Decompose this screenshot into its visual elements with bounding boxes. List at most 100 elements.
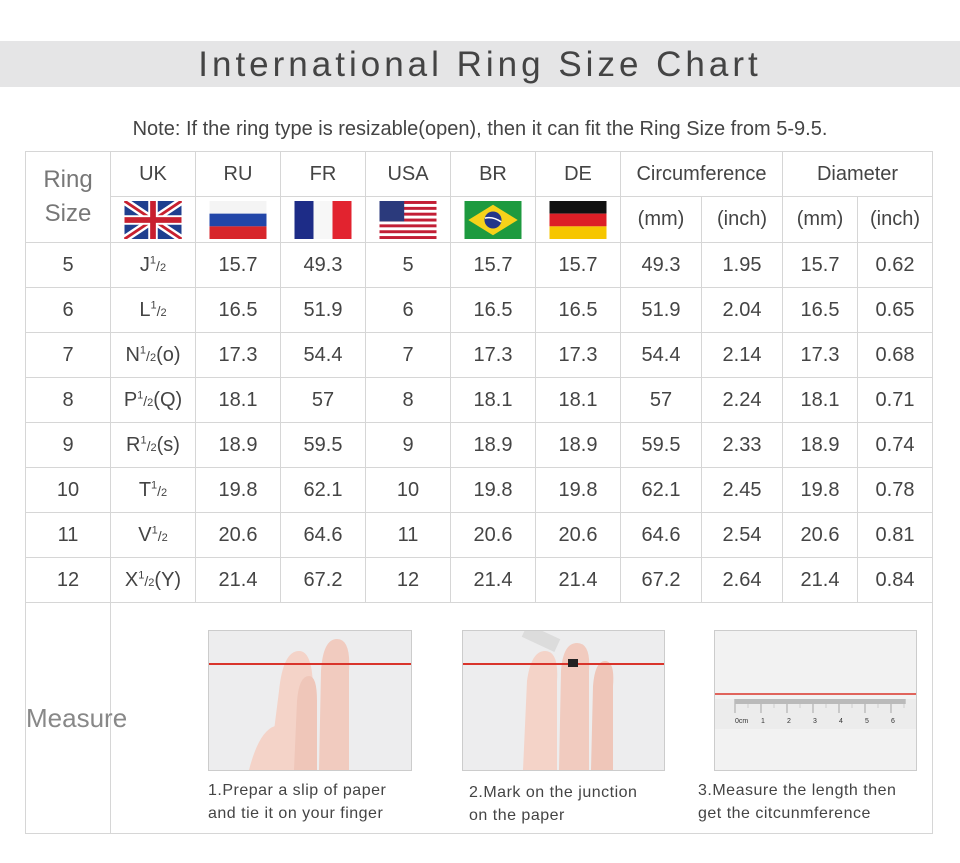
cell-br: 21.4 bbox=[450, 557, 536, 603]
germany-flag-icon bbox=[549, 200, 607, 239]
cell-diam-mm: 17.3 bbox=[782, 332, 859, 378]
table-row: 7 N1/2(o) 17.3 54.4 7 17.3 17.3 54.4 2.14 17.3 0.6… bbox=[25, 332, 934, 378]
cell-circ-inch: 2.14 bbox=[700, 332, 784, 378]
cell-diam-inch: 0.81 bbox=[857, 512, 934, 558]
cell-fr: 62.1 bbox=[280, 467, 366, 513]
circ-mm-header: (mm) bbox=[620, 196, 702, 243]
cell-diam-inch: 0.68 bbox=[857, 332, 934, 378]
cell-de: 21.4 bbox=[535, 557, 621, 603]
cell-diam-inch: 0.71 bbox=[857, 377, 934, 423]
cell-fr: 67.2 bbox=[280, 557, 366, 603]
cell-uk: V1/2 bbox=[110, 512, 196, 558]
cell-de: 17.3 bbox=[535, 332, 621, 378]
usa-header: USA bbox=[365, 151, 451, 197]
cell-de: 19.8 bbox=[535, 467, 621, 513]
step3-caption: 3.Measure the length then get the citcun… bbox=[698, 782, 897, 822]
cell-uk: T1/2 bbox=[110, 467, 196, 513]
cell-fr: 49.3 bbox=[280, 242, 366, 288]
cell-ru: 16.5 bbox=[195, 287, 281, 333]
ruler-label: 4 bbox=[839, 718, 843, 725]
cell-size: 12 bbox=[25, 557, 111, 603]
cell-diam-mm: 19.8 bbox=[782, 467, 859, 513]
step2-caption: 2.Mark on the junction on the paper bbox=[469, 784, 638, 824]
ruler-label: 5 bbox=[865, 718, 869, 725]
cell-usa: 6 bbox=[365, 287, 451, 333]
cell-ru: 18.9 bbox=[195, 422, 281, 468]
cell-uk: P1/2(Q) bbox=[110, 377, 196, 423]
table-row: 5 J1/2 15.7 49.3 5 15.7 15.7 49.3 1.95 15.7 0.62 bbox=[25, 242, 934, 288]
cell-circ-inch: 2.04 bbox=[700, 287, 784, 333]
cell-diam-mm: 15.7 bbox=[782, 242, 859, 288]
uk-flag-icon bbox=[124, 200, 182, 239]
cell-circ-mm: 57 bbox=[620, 377, 702, 423]
table-row: 8 P1/2(Q) 18.1 57 8 18.1 18.1 57 2.24 18.1 0.71 bbox=[25, 377, 934, 423]
cell-br: 15.7 bbox=[450, 242, 536, 288]
cell-uk: X1/2(Y) bbox=[110, 557, 196, 603]
ruler-label: 0cm bbox=[735, 718, 748, 725]
cell-ru: 15.7 bbox=[195, 242, 281, 288]
cell-diam-mm: 18.1 bbox=[782, 377, 859, 423]
cell-size: 9 bbox=[25, 422, 111, 468]
table-row: 12 X1/2(Y) 21.4 67.2 12 21.4 21.4 67.2 2.64 21.4 0… bbox=[25, 557, 934, 603]
table-row: 9 R1/2(s) 18.9 59.5 9 18.9 18.9 59.5 2.33 18.9 0.7… bbox=[25, 422, 934, 468]
hand-tie-string-illustration bbox=[209, 631, 411, 770]
table-body: 5 J1/2 15.7 49.3 5 15.7 15.7 49.3 1.95 15.7 0.62 6 L… bbox=[25, 242, 934, 603]
circ-inch-header: (inch) bbox=[700, 196, 784, 243]
brazil-flag-cell bbox=[450, 196, 536, 243]
cell-size: 5 bbox=[25, 242, 111, 288]
germany-flag-cell bbox=[535, 196, 621, 243]
cell-circ-mm: 64.6 bbox=[620, 512, 702, 558]
cell-de: 15.7 bbox=[535, 242, 621, 288]
cell-usa: 7 bbox=[365, 332, 451, 378]
circumference-header: Circumference bbox=[619, 151, 784, 197]
cell-size: 10 bbox=[25, 467, 111, 513]
cell-de: 18.9 bbox=[535, 422, 621, 468]
cell-usa: 11 bbox=[365, 512, 451, 558]
cell-circ-inch: 2.64 bbox=[700, 557, 784, 603]
ruler-measure-illustration: 0cm 1 2 3 4 5 6 bbox=[715, 631, 916, 770]
cell-circ-mm: 54.4 bbox=[620, 332, 702, 378]
cell-size: 11 bbox=[25, 512, 111, 558]
cell-size: 6 bbox=[25, 287, 111, 333]
cell-fr: 59.5 bbox=[280, 422, 366, 468]
cell-ru: 20.6 bbox=[195, 512, 281, 558]
cell-br: 18.9 bbox=[450, 422, 536, 468]
uk-flag-cell bbox=[110, 196, 196, 243]
cell-diam-inch: 0.84 bbox=[857, 557, 934, 603]
cell-circ-mm: 49.3 bbox=[620, 242, 702, 288]
cell-diam-mm: 21.4 bbox=[782, 557, 859, 603]
cell-uk: R1/2(s) bbox=[110, 422, 196, 468]
france-flag-cell bbox=[280, 196, 366, 243]
cell-ru: 19.8 bbox=[195, 467, 281, 513]
russia-flag-icon bbox=[209, 200, 267, 239]
cell-fr: 64.6 bbox=[280, 512, 366, 558]
russia-flag-cell bbox=[195, 196, 281, 243]
table-row: 10 T1/2 19.8 62.1 10 19.8 19.8 62.1 2.45 19.8 0.78 bbox=[25, 467, 934, 513]
cell-circ-mm: 59.5 bbox=[620, 422, 702, 468]
ruler-ticks: 0cm 1 2 3 4 5 6 bbox=[734, 699, 906, 725]
cell-ru: 21.4 bbox=[195, 557, 281, 603]
diam-inch-header: (inch) bbox=[857, 196, 934, 243]
de-header: DE bbox=[535, 151, 621, 197]
cell-uk: N1/2(o) bbox=[110, 332, 196, 378]
ring-size-header: Ring Size bbox=[25, 151, 111, 243]
fr-header: FR bbox=[280, 151, 366, 197]
ruler-label: 1 bbox=[761, 718, 765, 725]
table-row: 6 L1/2 16.5 51.9 6 16.5 16.5 51.9 2.04 16.5 0.65 bbox=[25, 287, 934, 333]
diam-mm-header: (mm) bbox=[782, 196, 859, 243]
cell-de: 16.5 bbox=[535, 287, 621, 333]
page-title: International Ring Size Chart bbox=[198, 45, 762, 84]
cell-circ-inch: 2.24 bbox=[700, 377, 784, 423]
cell-circ-inch: 2.54 bbox=[700, 512, 784, 558]
step3-photo: 0cm 1 2 3 4 5 6 bbox=[714, 630, 917, 771]
br-header: BR bbox=[450, 151, 536, 197]
cell-de: 20.6 bbox=[535, 512, 621, 558]
title-band bbox=[0, 41, 960, 87]
uk-header: UK bbox=[110, 151, 196, 197]
cell-diam-mm: 18.9 bbox=[782, 422, 859, 468]
cell-diam-mm: 20.6 bbox=[782, 512, 859, 558]
cell-usa: 9 bbox=[365, 422, 451, 468]
cell-circ-inch: 1.95 bbox=[700, 242, 784, 288]
note-text: Note: If the ring type is resizable(open… bbox=[132, 118, 828, 140]
cell-uk: J1/2 bbox=[110, 242, 196, 288]
